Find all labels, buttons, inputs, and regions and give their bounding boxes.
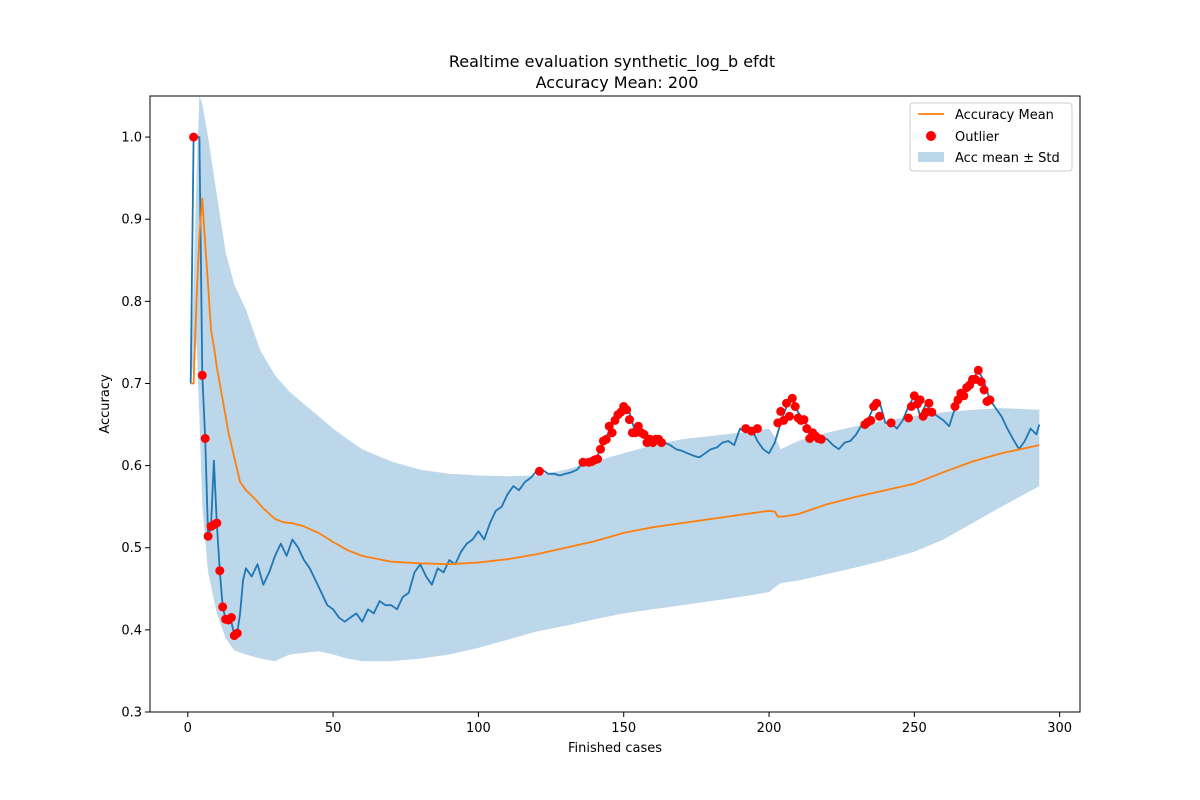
outlier-point — [866, 415, 876, 425]
y-tick-label: 0.4 — [121, 623, 142, 638]
outlier-point — [976, 377, 986, 387]
y-tick-label: 0.9 — [121, 213, 142, 228]
outlier-point — [875, 411, 884, 421]
x-tick-label: 50 — [325, 721, 342, 736]
outlier-point — [787, 393, 797, 403]
outlier-point — [985, 395, 995, 405]
outlier-point — [607, 428, 617, 438]
outlier-point — [924, 398, 934, 408]
x-tick-label: 200 — [757, 721, 782, 736]
outlier-point — [904, 413, 913, 423]
outlier-point — [200, 434, 210, 443]
legend-label-band: Acc mean ± Std — [955, 151, 1060, 166]
legend: Accuracy Mean Outlier Acc mean ± Std — [909, 102, 1073, 172]
outlier-point — [790, 402, 800, 411]
outlier-point — [232, 628, 242, 638]
outlier-point — [622, 405, 632, 415]
outlier-point — [776, 406, 786, 416]
outlier-point — [979, 385, 989, 395]
chart-subtitle: Accuracy Mean: 200 — [536, 73, 699, 92]
outlier-point — [657, 438, 666, 448]
outlier-point — [197, 370, 207, 380]
legend-box — [909, 102, 1073, 172]
y-axis-title: Accuracy — [98, 374, 113, 434]
y-tick-label: 0.8 — [121, 295, 142, 310]
legend-swatch-outlier — [926, 131, 936, 141]
y-tick-label: 0.3 — [121, 706, 142, 721]
axes: 0 50 100 150 200 250 300 0.3 0.4 0.5 0.6 0.7 0.8 0.9 1… — [121, 131, 1072, 736]
y-tick-label: 0.6 — [121, 459, 142, 474]
outlier-point — [218, 602, 228, 612]
outlier-point — [799, 415, 809, 425]
outlier-point — [752, 424, 762, 434]
outlier-point — [596, 444, 605, 454]
y-tick-label: 1.0 — [121, 131, 142, 146]
outlier-point — [886, 418, 896, 428]
outlier-point — [534, 466, 544, 476]
plot-series-group — [189, 96, 1041, 662]
outlier-point — [973, 365, 983, 375]
x-tick-label: 100 — [466, 721, 491, 736]
outlier-point — [872, 398, 882, 408]
legend-label-mean: Accuracy Mean — [955, 108, 1054, 123]
outlier-point — [959, 391, 969, 401]
outlier-point — [601, 434, 611, 444]
outlier-point — [816, 434, 826, 444]
outlier-point — [203, 531, 213, 541]
outlier-point — [927, 407, 937, 417]
outlier-point — [226, 613, 236, 622]
x-tick-label: 0 — [184, 721, 192, 736]
x-tick-label: 300 — [1047, 721, 1072, 736]
std-band-area — [190, 96, 1040, 662]
accuracy-mean-line — [190, 197, 1040, 566]
outlier-point — [212, 518, 222, 528]
outlier-point — [215, 566, 225, 576]
axes-frame — [149, 95, 1081, 713]
chart-title: Realtime evaluation synthetic_log_b efdt — [449, 52, 775, 72]
outlier-point — [784, 411, 794, 421]
outlier-point — [625, 415, 634, 425]
y-tick-label: 0.7 — [121, 377, 142, 392]
outlier-point — [593, 454, 603, 464]
legend-label-outlier: Outlier — [955, 130, 1000, 145]
x-axis-title: Finished cases — [568, 741, 662, 756]
x-tick-label: 150 — [611, 721, 636, 736]
y-tick-label: 0.5 — [121, 541, 142, 556]
legend-swatch-band — [918, 152, 944, 162]
x-tick-label: 250 — [902, 721, 927, 736]
plot-area — [189, 96, 1041, 662]
outlier-point — [189, 132, 199, 142]
outlier-point — [915, 395, 925, 405]
